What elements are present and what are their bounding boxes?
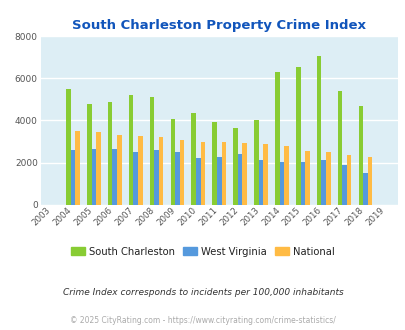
Bar [367,157,371,205]
Bar [87,104,92,205]
Bar [300,162,305,205]
Title: South Charleston Property Crime Index: South Charleston Property Crime Index [72,19,365,32]
Bar [346,154,351,205]
Text: © 2025 CityRating.com - https://www.cityrating.com/crime-statistics/: © 2025 CityRating.com - https://www.city… [70,316,335,325]
Bar [321,160,325,205]
Bar [96,132,100,205]
Bar [358,106,362,205]
Bar [138,136,142,205]
Bar [128,95,133,205]
Bar [112,149,117,205]
Bar [154,150,158,205]
Bar [66,89,70,205]
Legend: South Charleston, West Virginia, National: South Charleston, West Virginia, Nationa… [67,243,338,261]
Bar [337,91,341,205]
Bar [221,142,226,205]
Bar [133,151,138,205]
Bar [212,121,216,205]
Bar [237,154,242,205]
Bar [232,128,237,205]
Bar [191,113,196,205]
Bar [92,149,96,205]
Bar [200,142,205,205]
Bar [284,146,288,205]
Text: Crime Index corresponds to incidents per 100,000 inhabitants: Crime Index corresponds to incidents per… [62,288,343,297]
Bar [149,97,154,205]
Bar [170,119,175,205]
Bar [117,135,121,205]
Bar [75,131,80,205]
Bar [305,151,309,205]
Bar [258,160,263,205]
Bar [70,150,75,205]
Bar [341,165,346,205]
Bar [216,157,221,205]
Bar [196,158,200,205]
Bar [263,144,267,205]
Bar [295,67,300,205]
Bar [175,151,179,205]
Bar [325,152,330,205]
Bar [108,102,112,205]
Bar [316,56,321,205]
Bar [274,72,279,205]
Bar [362,173,367,205]
Bar [179,140,184,205]
Bar [254,120,258,205]
Bar [242,143,246,205]
Bar [158,137,163,205]
Bar [279,162,283,205]
